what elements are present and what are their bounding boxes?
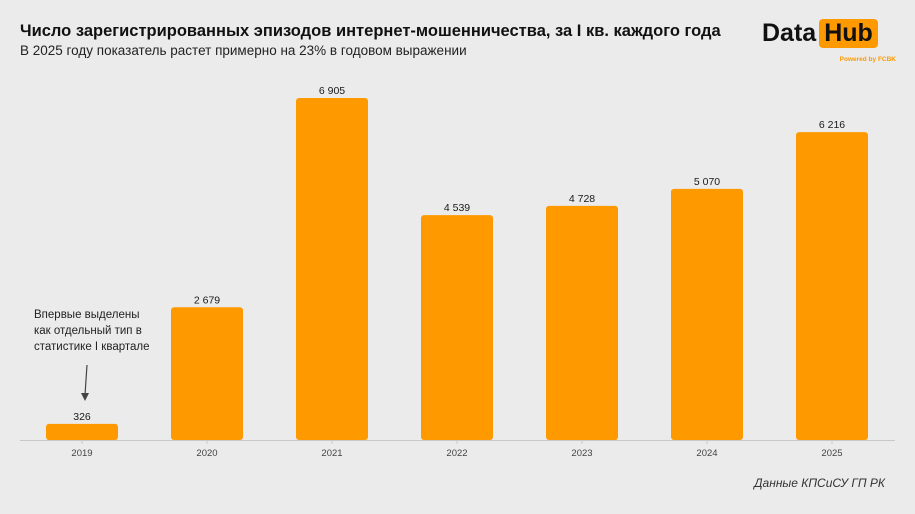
bars-group: 326 2 679 6 905 4 539 4 728 5 070 6 216 <box>46 85 868 440</box>
arrow-shaft <box>84 364 88 396</box>
bar-2022 <box>421 215 493 440</box>
chart-subtitle: В 2025 году показатель растет примерно н… <box>20 43 467 58</box>
x-axis-ticks: 2019 2020 2021 2022 2023 2024 2025 <box>71 440 843 459</box>
bar-value-label-2024: 5 070 <box>694 176 720 188</box>
chart-title: Число зарегистрированных эпизодов интерн… <box>20 22 721 40</box>
bar-2019 <box>46 423 118 440</box>
arrow-head <box>81 393 89 401</box>
logo-hub-badge: Hub <box>819 19 878 48</box>
source-note: Данные КПСиСУ ГП РК <box>754 476 885 490</box>
annotation-line-3: статистике I квартале <box>34 341 150 353</box>
logo-wordmark: Data Hub <box>762 19 878 48</box>
x-tick-label-2024: 2024 <box>696 448 717 459</box>
bar-value-label-2025: 6 216 <box>819 119 845 131</box>
bar-value-label-2019: 326 <box>73 411 91 423</box>
annotation-line-1: Впервые выделены <box>34 309 140 321</box>
bar-value-label-2023: 4 728 <box>569 193 595 205</box>
first-year-annotation: Впервые выделены как отдельный тип в ста… <box>34 307 164 355</box>
logo-powered-by: Powered by FCBK <box>839 56 896 63</box>
x-tick-label-2019: 2019 <box>71 448 92 459</box>
x-tick-label-2021: 2021 <box>321 448 342 459</box>
bar-2021 <box>296 98 368 440</box>
x-tick-label-2025: 2025 <box>821 448 842 459</box>
x-tick-label-2023: 2023 <box>571 448 592 459</box>
x-tick-label-2022: 2022 <box>446 448 467 459</box>
bar-2023 <box>546 205 618 440</box>
bar-2025 <box>796 132 868 440</box>
datahub-logo: Data Hub Powered by FCBK <box>762 16 902 66</box>
annotation-line-2: как отдельный тип в <box>34 325 142 337</box>
logo-data-text: Data <box>762 19 817 47</box>
bar-value-label-2021: 6 905 <box>319 85 345 97</box>
bar-value-label-2020: 2 679 <box>194 294 220 306</box>
annotation-arrow <box>81 364 89 401</box>
bar-2024 <box>671 188 743 440</box>
x-tick-label-2020: 2020 <box>196 448 217 459</box>
bar-2020 <box>171 307 243 440</box>
bar-value-label-2022: 4 539 <box>444 202 470 214</box>
